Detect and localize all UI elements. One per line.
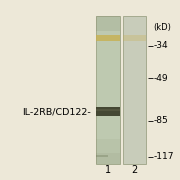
Text: (kD): (kD) [154, 23, 172, 32]
Text: IL-2RB/CD122-: IL-2RB/CD122- [22, 107, 91, 116]
Bar [96, 109, 120, 111]
Text: 1: 1 [105, 165, 111, 175]
Bar [96, 35, 120, 40]
Bar [123, 16, 147, 164]
Bar [96, 139, 120, 153]
Text: -49: -49 [154, 74, 168, 83]
Text: -85: -85 [154, 116, 168, 125]
Bar [96, 16, 120, 31]
Bar [123, 35, 147, 40]
Bar [96, 155, 108, 157]
Text: 2: 2 [132, 165, 138, 175]
Bar [96, 153, 120, 164]
Bar [96, 107, 120, 116]
Bar [96, 16, 120, 164]
Text: -34: -34 [154, 41, 168, 50]
Text: -117: -117 [154, 152, 174, 161]
